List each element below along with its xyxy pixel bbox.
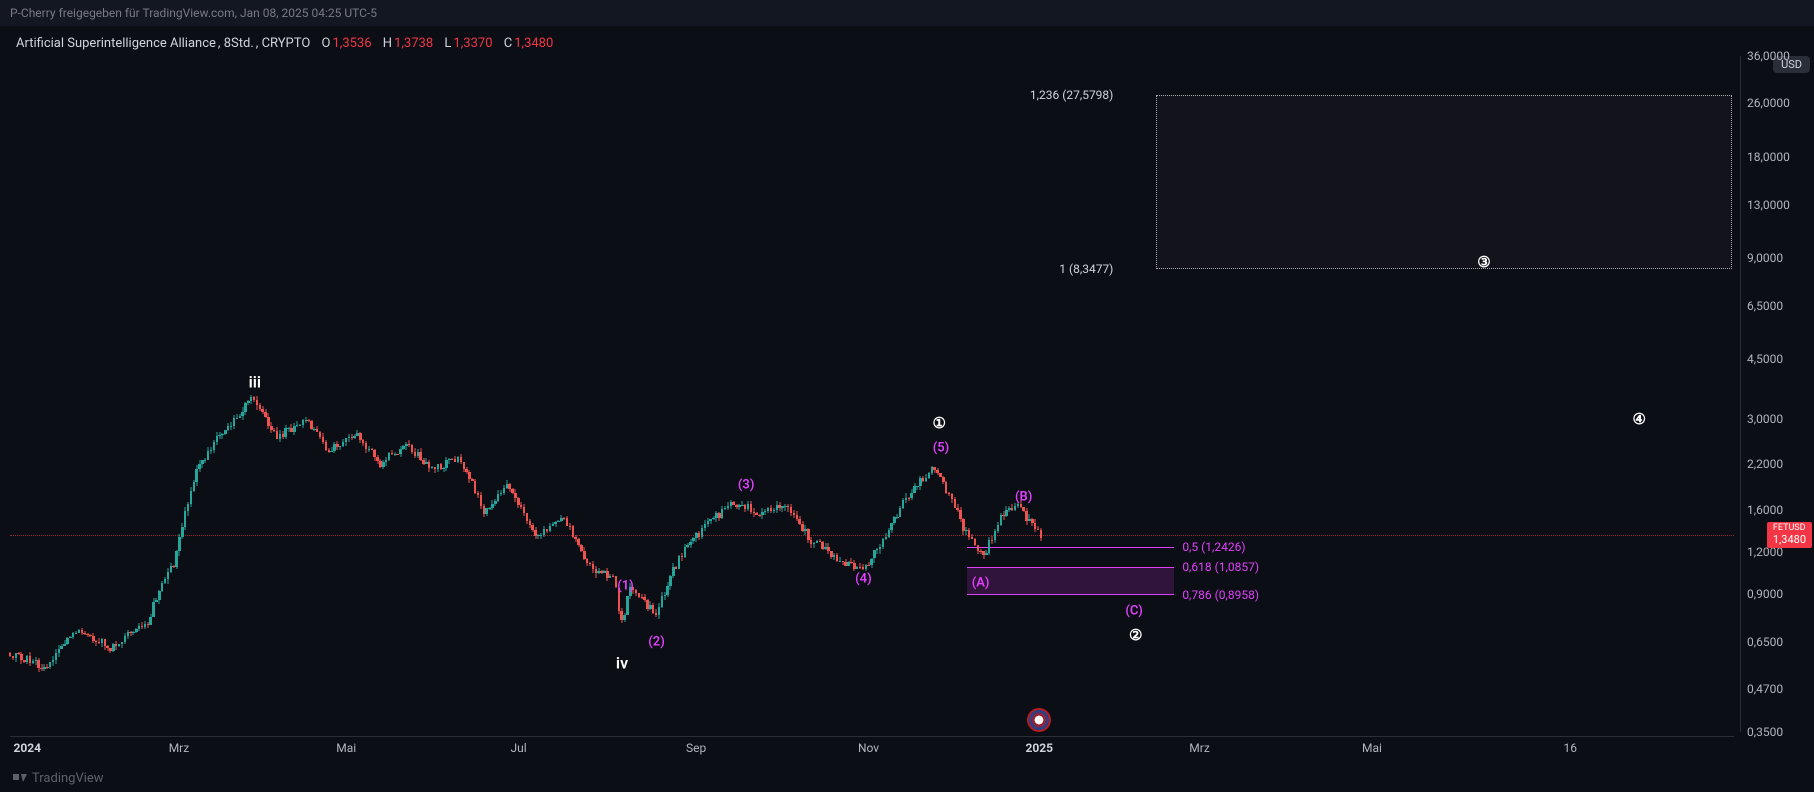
x-tick: 2024: [13, 741, 41, 755]
ohlc-o-label: O: [322, 36, 331, 51]
y-tick: 36,0000: [1747, 49, 1790, 63]
wave-annotation: ④: [1632, 410, 1645, 428]
ohlc-h-label: H: [383, 36, 392, 51]
fib-target-box: [1156, 95, 1732, 269]
ohlc-l-label: L: [444, 36, 451, 51]
y-tick: 0,6500: [1747, 635, 1783, 649]
ohlc-h: 1,3738: [394, 36, 433, 51]
symbol-exchange: CRYPTO: [262, 36, 311, 51]
y-tick: 1,6000: [1747, 503, 1783, 517]
symbol-name: Artificial Superintelligence Alliance: [16, 36, 216, 51]
x-tick: Mai: [336, 741, 356, 755]
x-tick: Jul: [511, 741, 527, 755]
wave-annotation: (A): [972, 576, 990, 591]
ohlc-l: 1,3370: [453, 36, 492, 51]
y-tick: 6,5000: [1747, 299, 1783, 313]
y-tick: 26,0000: [1747, 96, 1790, 110]
x-tick: 2025: [1025, 741, 1053, 755]
attribution-bar: P-Cherry freigegeben für TradingView.com…: [0, 0, 1814, 26]
ohlc-c: 1,3480: [514, 36, 553, 51]
x-tick: Mai: [1362, 741, 1382, 755]
x-tick: Nov: [858, 741, 879, 755]
fib-extension-label: 1,236 (27,5798): [1030, 88, 1113, 102]
last-price-tag: FETUSD1,3480: [1767, 522, 1812, 548]
wave-annotation: (4): [855, 571, 872, 586]
x-tick: Sep: [686, 741, 706, 755]
y-tick: 0,9000: [1747, 587, 1783, 601]
tradingview-logo-icon: [12, 770, 28, 786]
y-tick: 3,0000: [1747, 412, 1783, 426]
y-tick: 13,0000: [1747, 198, 1790, 212]
x-tick: Mrz: [169, 741, 190, 755]
y-tick: 4,5000: [1747, 352, 1783, 366]
price-plot[interactable]: 1,236 (27,5798) 1 (8,3477) 0,5 (1,2426) 0,6…: [10, 56, 1734, 732]
wave-annotation: (3): [738, 478, 755, 493]
wave-annotation: (2): [648, 634, 665, 649]
x-tick: 16: [1563, 741, 1577, 755]
wave-annotation: iv: [616, 654, 628, 673]
y-tick: 0,3500: [1747, 725, 1783, 739]
fib-retrace-label: 0,786 (0,8958): [1182, 588, 1259, 602]
y-tick: 18,0000: [1747, 150, 1790, 164]
symbol-interval: 8Std.: [224, 36, 254, 51]
attribution-text: P-Cherry freigegeben für TradingView.com…: [10, 6, 377, 20]
wave-annotation: (B): [1015, 490, 1032, 505]
x-tick: Mrz: [1189, 741, 1210, 755]
event-marker-icon[interactable]: [1027, 708, 1051, 732]
y-tick: 9,0000: [1747, 251, 1783, 265]
wave-annotation: (1): [617, 579, 634, 594]
ohlc-o: 1,3536: [332, 36, 371, 51]
wave-annotation: ③: [1477, 253, 1490, 271]
fib-retrace-label: 0,5 (1,2426): [1182, 540, 1245, 554]
fib-retrace-label: 0,618 (1,0857): [1182, 560, 1259, 574]
wave-annotation: (C): [1125, 604, 1142, 619]
branding: TradingView: [12, 770, 104, 786]
wave-annotation: ①: [933, 414, 946, 432]
y-tick: 0,4700: [1747, 682, 1783, 696]
ohlc-c-label: C: [504, 36, 512, 51]
y-tick: 2,2000: [1747, 457, 1783, 471]
wave-annotation: iii: [249, 373, 261, 392]
candle: [1040, 56, 1042, 732]
fib-extension-label: 1 (8,3477): [1059, 262, 1113, 276]
x-axis[interactable]: 2024 Mrz Mai Jul Sep Nov 2025 Mrz Mai 16: [10, 736, 1734, 758]
wave-annotation: ②: [1129, 626, 1142, 644]
y-axis[interactable]: USD 36,000026,000018,000013,00009,00006,…: [1740, 56, 1814, 732]
chart-container[interactable]: Artificial Superintelligence Alliance, 8…: [0, 26, 1814, 792]
branding-text: TradingView: [32, 771, 104, 786]
wave-annotation: (5): [933, 441, 950, 456]
symbol-info: Artificial Superintelligence Alliance, 8…: [16, 36, 555, 51]
